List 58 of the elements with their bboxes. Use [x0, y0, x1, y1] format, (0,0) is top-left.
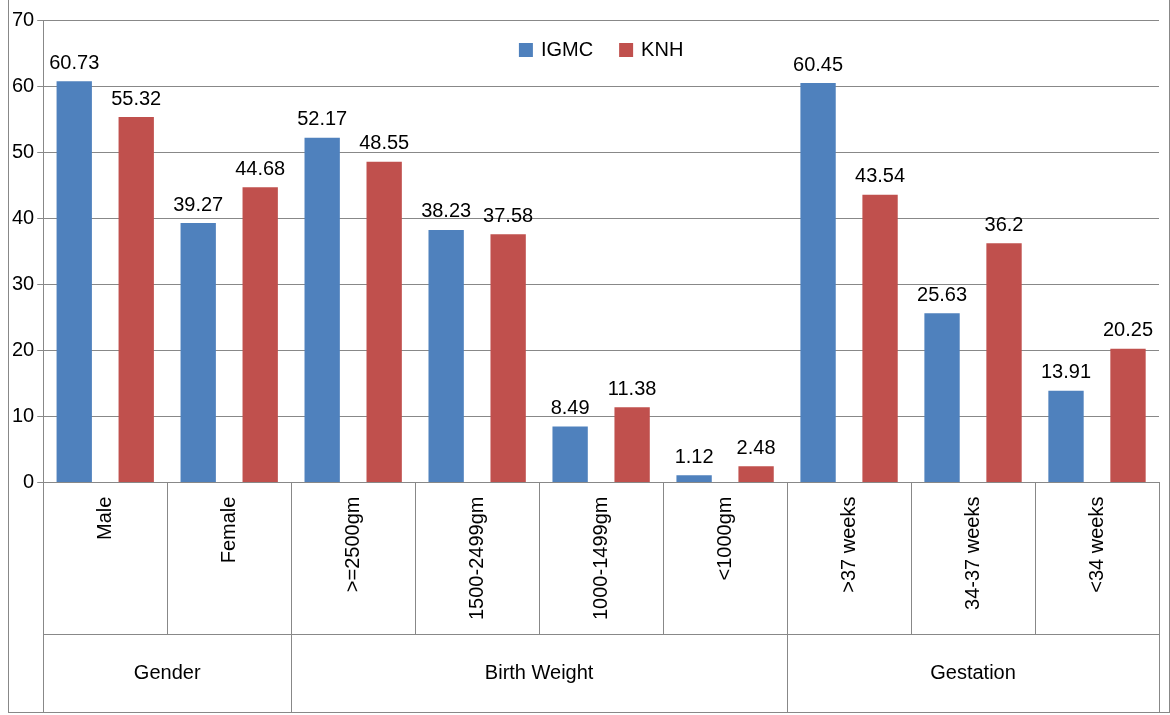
y-tick-label: 0 — [23, 470, 35, 493]
data-label: 36.2 — [984, 212, 1024, 235]
y-tick-label: 10 — [12, 404, 35, 427]
bar — [552, 426, 588, 483]
bar — [738, 466, 774, 483]
bar — [924, 313, 960, 483]
x-tick-label: 1500-2499gm — [464, 496, 487, 621]
x-tick-label: >37 weeks — [836, 496, 859, 593]
legend-label: KNH — [641, 37, 684, 60]
data-label: 52.17 — [297, 107, 348, 130]
data-label: 20.25 — [1102, 318, 1154, 341]
x-tick-label: Male — [92, 496, 115, 540]
bar — [304, 137, 340, 483]
bar — [800, 83, 836, 483]
data-label: 1.12 — [674, 444, 714, 467]
data-label: 39.27 — [173, 192, 224, 215]
legend-label: IGMC — [540, 37, 594, 60]
data-label: 55.32 — [111, 86, 162, 109]
data-label: 38.23 — [421, 199, 472, 222]
bar — [118, 117, 154, 483]
bar — [986, 243, 1022, 483]
x-tick-label: 34-37 weeks — [960, 496, 983, 610]
bar — [490, 234, 526, 483]
bar — [614, 407, 650, 483]
bar — [428, 229, 464, 483]
data-label: 60.73 — [49, 50, 100, 73]
data-label: 13.91 — [1040, 360, 1092, 383]
bar — [56, 81, 92, 483]
bar — [242, 187, 278, 483]
x-tick-label: >=2500gm — [340, 496, 363, 593]
y-tick-label: 30 — [12, 271, 35, 294]
data-label: 2.48 — [736, 435, 776, 458]
x-tick-label: <1000gm — [712, 496, 735, 581]
x-tick-label: 1000-1499gm — [588, 496, 611, 621]
data-label: 43.54 — [855, 164, 906, 187]
x-tick-label: Female — [216, 496, 239, 564]
bar — [1110, 348, 1146, 483]
data-label: 37.58 — [483, 203, 534, 226]
data-label: 60.45 — [793, 52, 844, 75]
y-tick-label: 40 — [12, 205, 35, 228]
text: Gestation — [930, 660, 1016, 683]
text: Gender — [133, 660, 201, 683]
data-label: 11.38 — [607, 376, 657, 399]
data-label: 25.63 — [917, 282, 968, 305]
text: Birth Weight — [484, 660, 594, 683]
y-tick-label: 70 — [12, 7, 35, 30]
y-tick-label: 60 — [12, 73, 35, 96]
bar — [676, 475, 712, 483]
data-label: 48.55 — [359, 131, 410, 154]
bar — [862, 194, 898, 483]
bar — [1048, 390, 1084, 483]
y-tick-label: 50 — [12, 139, 35, 162]
data-label: 8.49 — [550, 395, 590, 418]
bar — [366, 161, 402, 483]
y-tick-label: 20 — [12, 337, 35, 360]
bar — [180, 223, 216, 483]
x-tick-label: <34 weeks — [1084, 496, 1107, 593]
data-label: 44.68 — [235, 156, 286, 179]
